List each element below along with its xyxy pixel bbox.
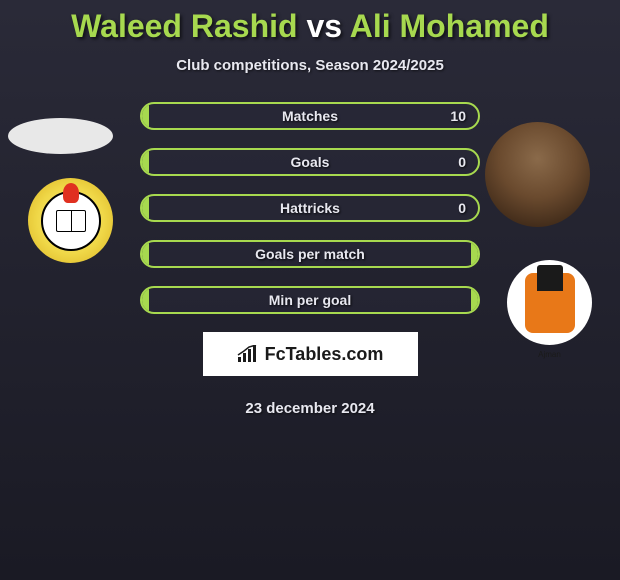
stat-label: Min per goal [269,292,351,308]
stat-bar: Matches 10 [140,102,480,130]
player2-name: Ali Mohamed [350,8,549,44]
comparison-card: Waleed Rashid vs Ali Mohamed Club compet… [0,0,620,417]
player1-club-badge [28,178,113,263]
stat-label: Matches [282,108,338,124]
player1-avatar [8,118,113,154]
subtitle: Club competitions, Season 2024/2025 [0,57,620,74]
page-title: Waleed Rashid vs Ali Mohamed [0,8,620,45]
club-badge-label: Ajman [538,350,561,359]
club-badge-inner [525,273,575,333]
player2-club-badge: Ajman [507,260,592,345]
flame-icon [63,183,79,203]
stat-fill-left [142,104,149,128]
book-icon [56,210,86,232]
tower-icon [537,265,563,291]
stat-value-right: 0 [458,154,466,170]
stats-bars: Matches 10 Goals 0 Hattricks 0 Goals per match… [140,102,480,314]
stat-label: Hattricks [280,200,340,216]
stat-value-right: 10 [450,108,466,124]
player2-avatar [485,122,590,227]
stat-bar: Goals 0 [140,148,480,176]
vs-separator: vs [306,8,342,44]
stat-label: Goals per match [255,246,365,262]
stat-bar: Min per goal [140,286,480,314]
stat-fill-right [471,242,478,266]
club-badge-inner [41,191,101,251]
stat-fill-left [142,288,149,312]
stat-fill-left [142,150,149,174]
stat-fill-left [142,242,149,266]
stat-fill-left [142,196,149,220]
brand-text: FcTables.com [265,344,384,365]
chart-icon [237,345,259,363]
stat-bar: Goals per match [140,240,480,268]
date-text: 23 december 2024 [0,400,620,417]
stat-bar: Hattricks 0 [140,194,480,222]
stat-fill-right [471,288,478,312]
player1-name: Waleed Rashid [71,8,297,44]
stat-value-right: 0 [458,200,466,216]
stat-label: Goals [291,154,330,170]
brand-badge: FcTables.com [203,332,418,376]
